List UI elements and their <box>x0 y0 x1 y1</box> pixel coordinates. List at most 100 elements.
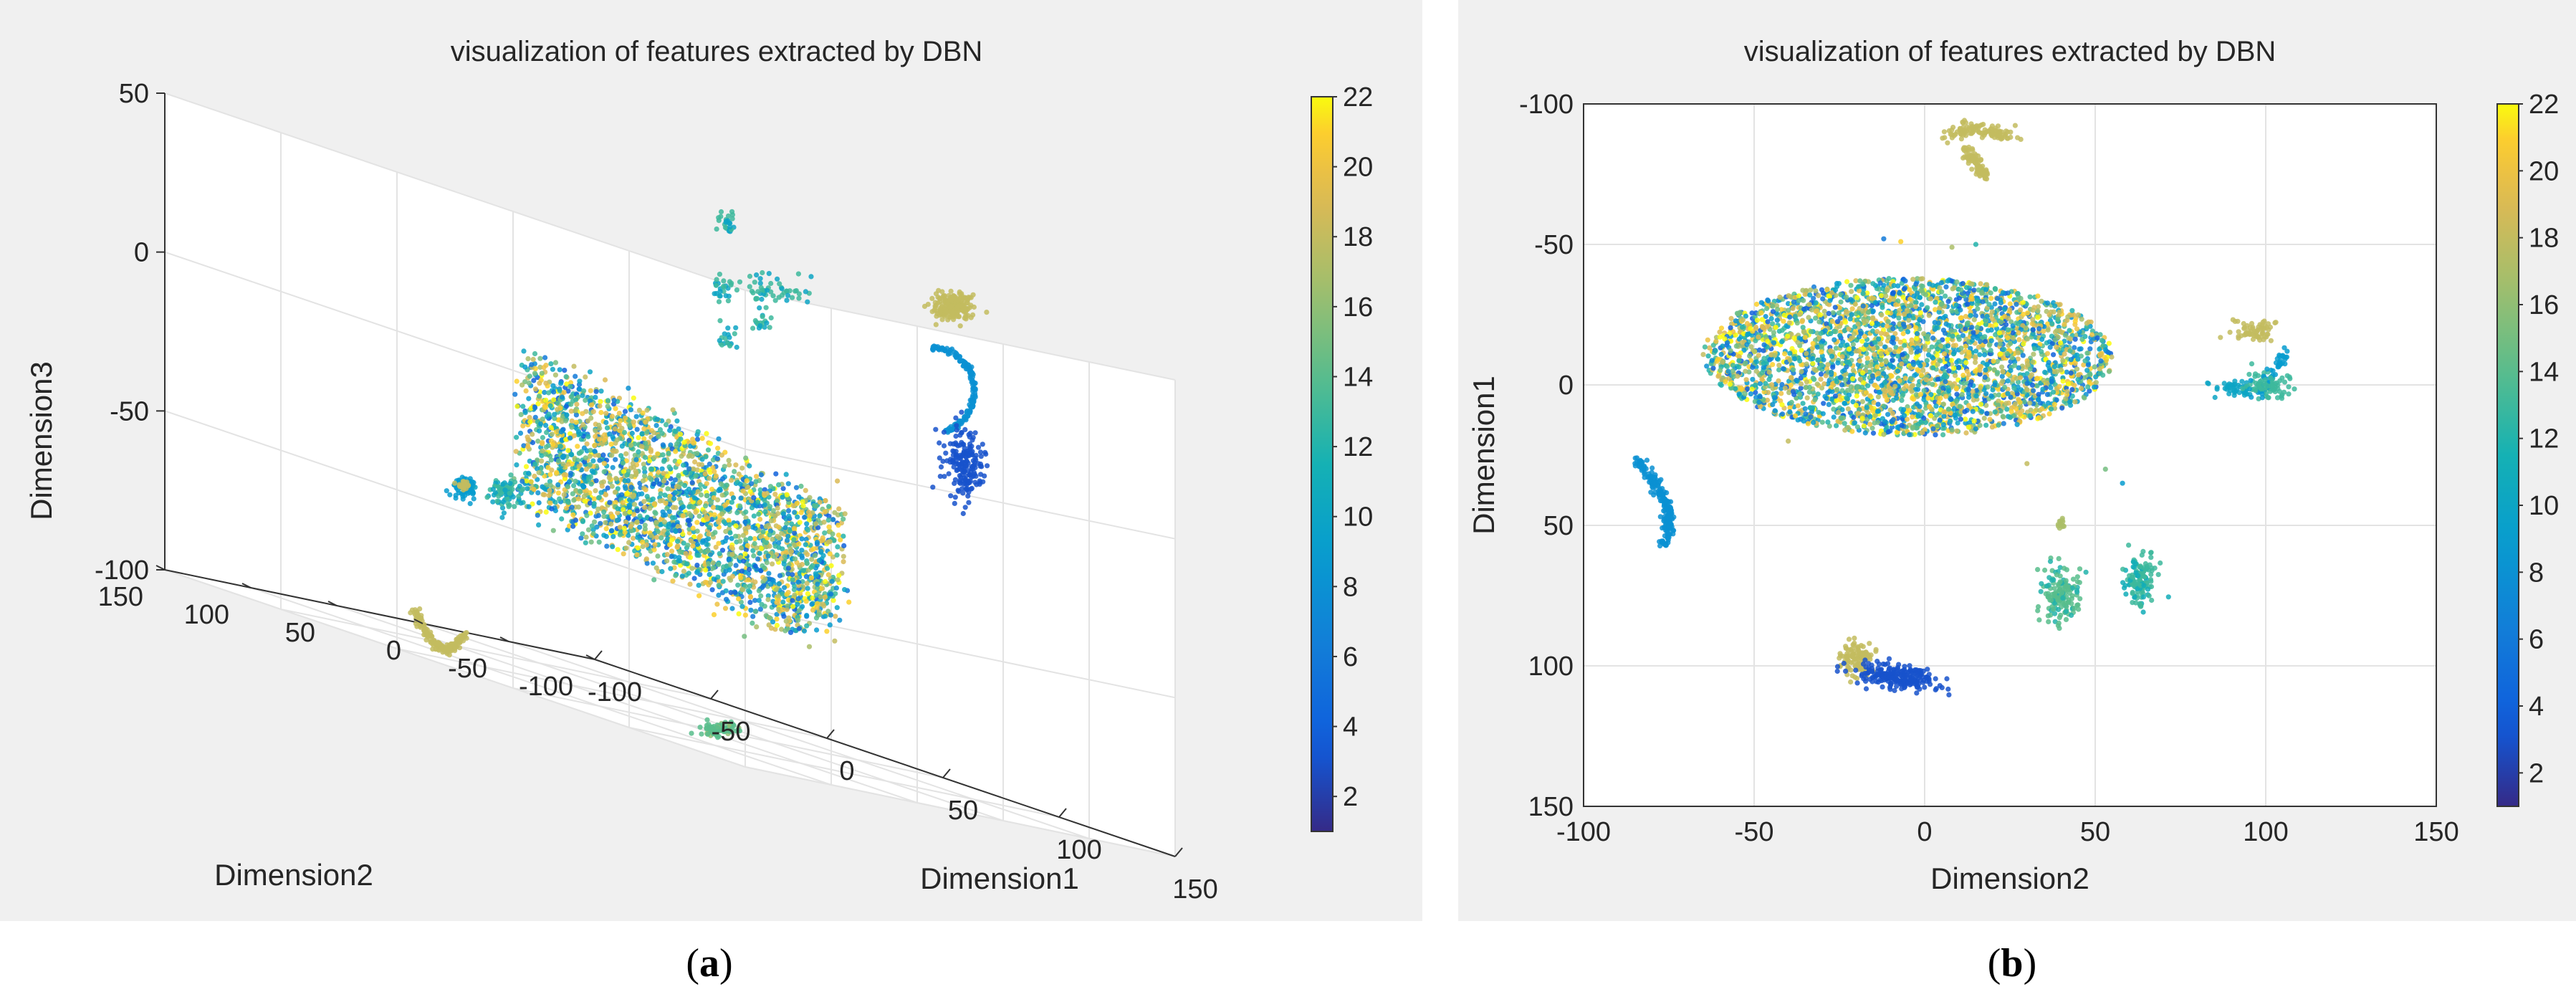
panel-a-point <box>834 605 840 611</box>
panel-a-point <box>954 467 959 474</box>
panel-a-point <box>523 388 529 394</box>
panel-a-point <box>770 293 776 299</box>
panel-a-point <box>599 483 605 489</box>
panel-a-point <box>539 371 545 376</box>
panel-a-point <box>978 454 984 459</box>
panel-a-point <box>593 388 599 394</box>
panel-a-point <box>836 573 842 578</box>
panel-a-point <box>697 500 703 505</box>
panel-a-cluster-main <box>511 348 852 649</box>
panel-a-point <box>557 367 562 373</box>
panel-a-point <box>727 561 734 567</box>
panel-a-point <box>739 568 744 574</box>
panel-a-point <box>640 539 646 545</box>
panel-a-point <box>714 456 720 462</box>
panel-a-point <box>535 466 540 472</box>
panel-a-point <box>537 428 542 434</box>
panel-a-point <box>632 452 638 458</box>
panel-a-point <box>817 500 823 505</box>
panel-b-point <box>1820 296 1826 302</box>
panel-a-point <box>804 613 810 619</box>
panel-a-point <box>722 464 727 469</box>
panel-a-point <box>552 360 559 366</box>
panel-a-point <box>667 542 673 548</box>
panel-b-point <box>1844 279 1850 285</box>
panel-a-point <box>752 318 758 323</box>
panel-a-point <box>710 505 717 510</box>
panel-a-point <box>762 576 768 582</box>
panel-a-point <box>767 532 772 538</box>
panel-a-point <box>597 457 603 463</box>
panel-a-point <box>697 533 704 539</box>
panel-a-point <box>785 571 791 577</box>
panel-a-point <box>512 391 518 397</box>
panel-a-point <box>942 474 947 480</box>
panel-a-point <box>603 411 609 416</box>
panel-b-point <box>1707 345 1713 350</box>
panel-a-point <box>501 510 507 516</box>
panel-a-point <box>688 512 694 518</box>
panel-a-floor-gridline <box>628 727 1060 818</box>
panel-a-point <box>821 519 827 525</box>
panel-a-point <box>842 511 848 517</box>
panel-a-point <box>583 487 589 494</box>
panel-a-point <box>813 521 818 527</box>
panel-a-point <box>509 487 515 492</box>
panel-a-point <box>952 500 957 507</box>
panel-a-point <box>546 492 552 498</box>
panel-a-point <box>628 407 634 413</box>
panel-a-point <box>954 423 959 429</box>
panel-a-point <box>768 581 774 587</box>
panel-a-point <box>670 578 676 584</box>
panel-a-point <box>801 628 808 634</box>
panel-a-point <box>537 364 543 370</box>
panel-a-point <box>675 543 681 549</box>
panel-a-point <box>740 533 746 538</box>
panel-a-point <box>692 459 698 465</box>
panel-a-point <box>716 583 722 588</box>
panel-a-z-tick-label: -100 <box>95 555 149 586</box>
panel-a-point <box>584 512 590 518</box>
panel-a-point <box>734 287 739 293</box>
panel-b-point <box>1759 317 1765 323</box>
panel-a-point <box>767 325 772 330</box>
panel-a-point <box>722 729 728 735</box>
panel-a-point <box>758 593 764 599</box>
panel-a-point <box>666 521 672 527</box>
panel-a-y-tick-label: 100 <box>184 600 229 630</box>
panel-a-point <box>954 313 959 319</box>
panel-a-point <box>574 401 580 407</box>
panel-a-point <box>507 480 513 487</box>
panel-a-point <box>739 465 745 471</box>
panel-a-point <box>625 490 631 497</box>
panel-a-point <box>834 552 840 558</box>
panel-a-colorbar-tick-label: 2 <box>1343 782 1358 812</box>
panel-a-point <box>630 494 636 500</box>
panel-a-point <box>707 461 712 467</box>
panel-a-point <box>804 623 810 629</box>
panel-a-point <box>651 454 657 460</box>
panel-a-cluster-top <box>712 209 814 350</box>
panel-a-point <box>724 340 730 346</box>
panel-a-point <box>813 615 820 621</box>
panel-a-point <box>470 489 476 495</box>
panel-a-point <box>580 531 585 537</box>
panel-a-point <box>602 377 608 383</box>
panel-a-point <box>751 513 757 519</box>
panel-a-point <box>825 572 831 578</box>
panel-a-point <box>841 533 846 539</box>
panel-a-point <box>632 548 638 554</box>
panel-a-point <box>770 507 776 514</box>
panel-a-point <box>616 422 622 428</box>
panel-a-point <box>721 278 727 284</box>
panel-a-point <box>494 498 500 504</box>
panel-a-point <box>805 586 810 591</box>
panel-a-point <box>623 545 629 551</box>
panel-a-ylabel: Dimension2 <box>214 858 373 892</box>
panel-a-point <box>532 350 538 357</box>
panel-a-point <box>750 548 756 553</box>
panel-a-point <box>729 216 735 221</box>
panel-a-point <box>633 457 639 463</box>
panel-a-point <box>785 292 791 298</box>
panel-a-point <box>727 224 733 230</box>
